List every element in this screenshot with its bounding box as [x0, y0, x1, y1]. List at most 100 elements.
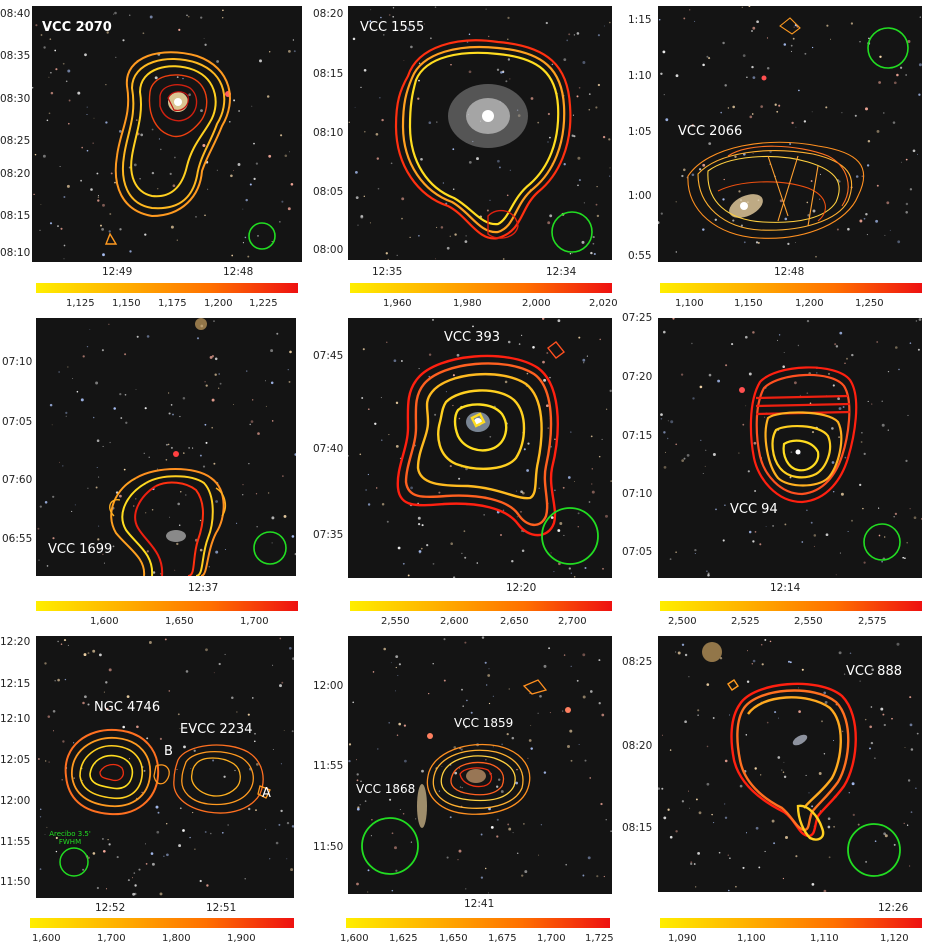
background-star	[102, 445, 104, 447]
colorbar-tick: 1,800	[162, 933, 191, 944]
background-star	[476, 157, 479, 161]
background-star	[44, 662, 47, 665]
background-star	[702, 473, 704, 474]
background-star	[38, 559, 40, 561]
background-star	[215, 500, 218, 503]
background-star	[835, 345, 839, 348]
background-star	[658, 19, 661, 21]
background-star	[396, 734, 399, 737]
background-star	[706, 55, 709, 58]
background-star	[778, 104, 781, 107]
background-star	[592, 242, 595, 245]
background-star	[275, 841, 279, 845]
background-star	[848, 791, 851, 794]
background-star	[370, 9, 372, 11]
background-star	[395, 401, 399, 405]
background-star	[874, 840, 877, 842]
background-star	[87, 703, 90, 706]
background-star	[348, 121, 350, 123]
background-star	[367, 408, 370, 411]
background-star	[681, 800, 685, 803]
background-star	[103, 691, 105, 693]
background-star	[758, 866, 761, 869]
background-star	[865, 212, 868, 216]
background-star	[64, 837, 66, 839]
background-star	[530, 97, 534, 100]
background-star	[894, 346, 898, 349]
background-star	[902, 556, 905, 559]
background-star	[105, 681, 108, 684]
background-star	[421, 524, 424, 527]
background-star	[55, 850, 58, 853]
beam-circle-icon	[361, 817, 419, 875]
background-star	[480, 876, 484, 879]
background-star	[663, 94, 665, 96]
dec-tick-label: 08:25	[0, 135, 31, 147]
background-star	[530, 725, 532, 726]
background-star	[595, 203, 598, 206]
background-star	[417, 97, 420, 100]
background-star	[105, 84, 107, 86]
background-star	[216, 60, 220, 63]
background-star	[846, 357, 848, 360]
background-star	[777, 756, 781, 759]
background-star	[286, 858, 288, 860]
background-star	[894, 512, 898, 516]
background-star	[712, 717, 715, 719]
background-star	[921, 517, 922, 520]
background-star	[582, 358, 586, 362]
background-star	[355, 196, 359, 200]
background-star	[530, 747, 533, 750]
background-star	[200, 109, 203, 113]
colorbar-tick: 1,250	[855, 298, 884, 309]
background-star	[844, 456, 847, 459]
background-star	[63, 196, 66, 198]
background-star	[377, 187, 380, 190]
background-star	[233, 403, 235, 405]
dec-tick-label: 11:55	[0, 836, 31, 848]
colorbar-tick: 1,700	[240, 616, 269, 627]
background-star	[742, 54, 746, 57]
background-star	[697, 851, 701, 855]
background-star	[257, 235, 259, 237]
background-star	[52, 730, 55, 732]
background-star	[102, 849, 106, 853]
background-star	[483, 514, 485, 516]
background-star	[799, 394, 801, 396]
colorbar-tick: 2,600	[440, 616, 469, 627]
dec-tick-label: 08:20	[313, 8, 344, 20]
background-star	[450, 63, 452, 66]
background-star	[247, 713, 250, 716]
background-star	[454, 771, 458, 775]
background-star	[288, 380, 291, 383]
background-star	[122, 725, 125, 729]
background-star	[907, 414, 909, 416]
background-star	[827, 817, 831, 820]
background-star	[783, 761, 785, 763]
background-star	[107, 838, 109, 841]
background-star	[567, 745, 570, 748]
background-star	[361, 397, 364, 399]
galaxy-label: VCC 1555	[360, 20, 425, 35]
background-star	[210, 832, 212, 835]
background-star	[185, 670, 189, 673]
background-star	[809, 402, 812, 405]
background-star	[74, 504, 76, 506]
background-star	[695, 798, 698, 801]
background-star	[108, 230, 111, 233]
background-star	[831, 461, 835, 464]
background-star	[841, 112, 843, 114]
background-star	[194, 848, 196, 851]
background-star	[464, 556, 467, 559]
background-star	[683, 457, 686, 460]
dec-tick-label: 08:20	[622, 740, 653, 752]
background-star	[675, 251, 678, 253]
background-star	[866, 234, 868, 236]
background-star	[67, 644, 69, 646]
background-star	[724, 504, 726, 506]
background-star	[165, 443, 168, 446]
background-star	[395, 869, 398, 872]
background-star	[254, 732, 256, 735]
background-star	[749, 115, 753, 119]
background-star	[247, 807, 251, 811]
